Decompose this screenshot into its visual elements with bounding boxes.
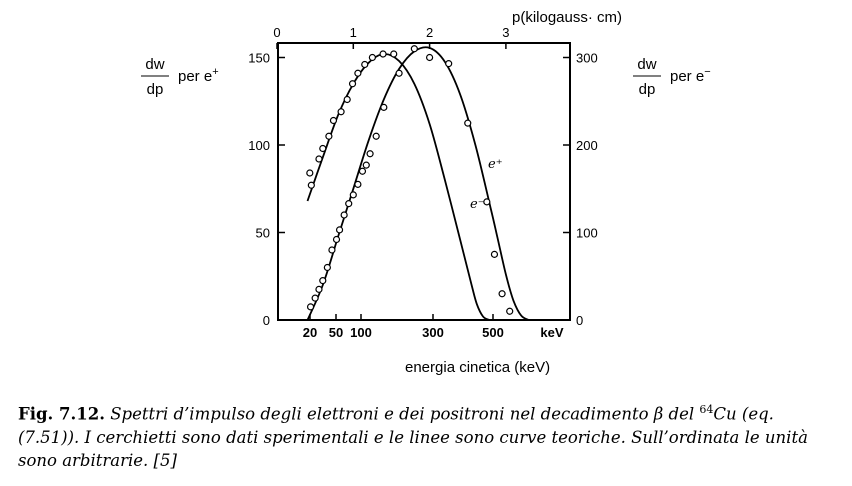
data-point xyxy=(319,144,327,153)
data-point xyxy=(343,95,351,104)
data-point xyxy=(498,290,506,298)
bottom-axis-title: energia cinetica (keV) xyxy=(405,359,550,376)
left-tick-label: 150 xyxy=(248,51,270,66)
data-point xyxy=(315,155,323,163)
left-tick-label: 0 xyxy=(263,313,270,328)
data-point xyxy=(395,69,403,77)
right-tick-label: 200 xyxy=(576,138,598,153)
data-point xyxy=(426,53,434,62)
annotation-positron: e⁺ xyxy=(488,157,503,172)
data-point xyxy=(379,50,387,58)
bottom-tick-label: 500 xyxy=(482,325,504,340)
data-point xyxy=(390,50,398,58)
curve-series-0 xyxy=(306,53,490,321)
plot-border xyxy=(277,42,571,321)
bottom-unit-label: keV xyxy=(540,325,563,340)
data-point xyxy=(323,263,331,272)
right-tick-label: 0 xyxy=(576,313,583,328)
curve-series-1 xyxy=(306,46,530,321)
data-point xyxy=(307,181,315,189)
data-point xyxy=(380,103,388,111)
top-tick-label: 0 xyxy=(273,25,280,40)
data-point xyxy=(361,60,369,69)
data-point xyxy=(306,303,315,311)
left-axis-title-charge: + xyxy=(212,66,218,78)
bottom-tick-label: 100 xyxy=(350,325,372,340)
top-tick-label: 3 xyxy=(502,25,509,40)
data-points xyxy=(306,45,514,315)
right-axis-title-numerator: dw xyxy=(637,56,656,73)
data-point xyxy=(315,285,323,293)
left-axis-title-denominator: dp xyxy=(147,81,164,98)
data-point xyxy=(362,161,370,169)
top-tick-label: 2 xyxy=(426,25,433,40)
data-point xyxy=(464,119,472,127)
data-point xyxy=(325,132,333,140)
data-point xyxy=(335,226,344,234)
caption-text-part2: Cu (eq. (7.51)). I cerchietti sono dati … xyxy=(18,404,808,470)
data-point xyxy=(358,167,367,175)
data-point xyxy=(328,246,336,254)
data-point xyxy=(483,198,491,206)
data-point xyxy=(354,180,362,188)
bottom-tick-label: 50 xyxy=(329,325,343,340)
data-point xyxy=(311,294,319,302)
left-axis-title: dw dp per e+ xyxy=(141,56,219,98)
data-point xyxy=(319,277,327,285)
data-point xyxy=(337,108,345,116)
data-point xyxy=(410,45,418,53)
data-point xyxy=(506,307,514,315)
data-point xyxy=(340,211,348,219)
caption-text-part1: Spettri d’impulso degli elettroni e dei … xyxy=(110,404,695,424)
left-tick-label: 100 xyxy=(248,138,270,153)
right-axis-title-suffix: per e− xyxy=(670,66,711,85)
left-axis-title-numerator: dw xyxy=(145,56,164,73)
figure-caption: Fig. 7.12. Spettri d’impulso degli elett… xyxy=(18,398,838,472)
top-axis-title: p(kilogauss· cm) xyxy=(512,9,622,26)
data-point xyxy=(332,235,341,244)
right-axis-title-denominator: dp xyxy=(639,81,656,98)
data-point xyxy=(372,132,380,140)
right-tick-label: 100 xyxy=(576,226,598,241)
top-tick-label: 1 xyxy=(350,25,357,40)
series-annotations: e⁺ e⁻ xyxy=(470,157,503,212)
plot-frame xyxy=(277,42,571,321)
left-tick-label: 50 xyxy=(256,226,270,241)
data-point xyxy=(366,150,374,158)
annotation-electron: e⁻ xyxy=(470,197,485,212)
caption-label: Fig. 7.12. xyxy=(18,404,105,424)
data-point xyxy=(306,169,314,177)
caption-superscript: 64 xyxy=(699,403,714,416)
data-point xyxy=(445,60,453,68)
bottom-tick-label: 20 xyxy=(303,325,317,340)
data-point xyxy=(368,53,376,62)
right-tick-label: 300 xyxy=(576,51,598,66)
data-point xyxy=(349,191,357,199)
theory-curves xyxy=(306,46,530,321)
bottom-tick-label: 300 xyxy=(422,325,444,340)
data-point xyxy=(348,80,357,88)
data-point xyxy=(345,200,353,208)
data-point xyxy=(490,250,499,258)
right-axis-title: dw dp per e− xyxy=(633,56,711,98)
data-point xyxy=(329,116,338,125)
right-axis-title-charge: − xyxy=(704,66,710,78)
data-point xyxy=(354,69,362,77)
left-axis-title-suffix: per e+ xyxy=(178,66,219,85)
